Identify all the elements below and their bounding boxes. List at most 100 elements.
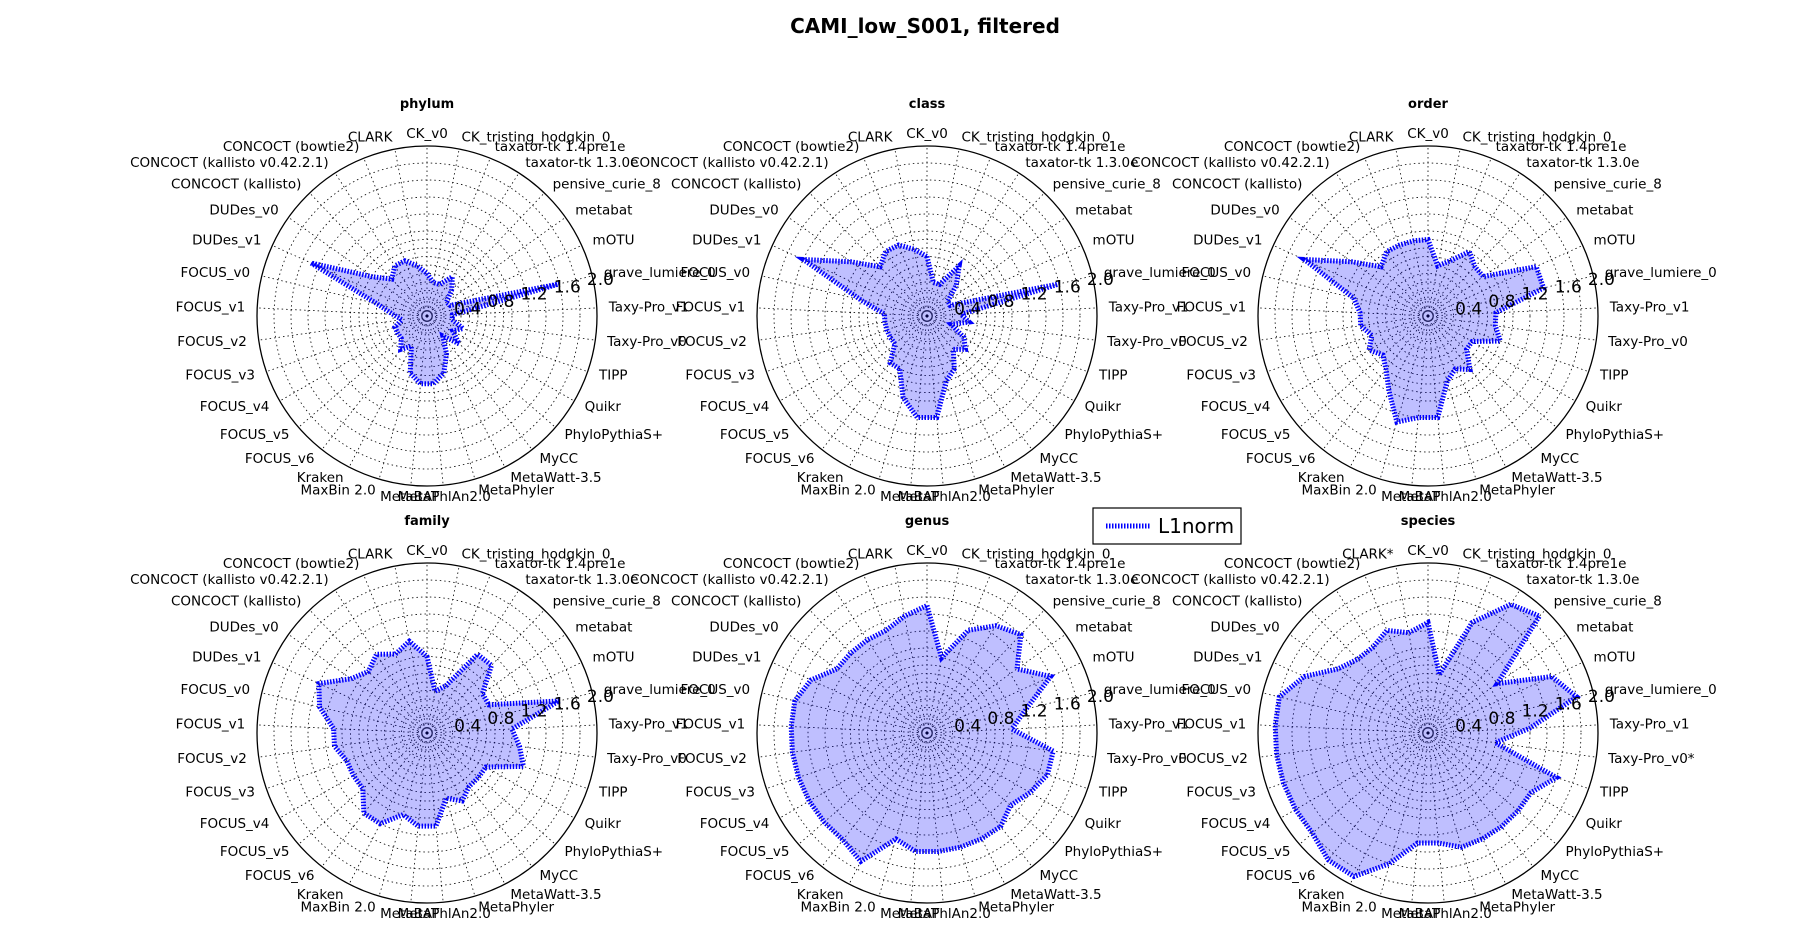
spoke — [772, 662, 928, 734]
spoke — [1322, 732, 1429, 867]
category-label: taxator-tk 1.3.0e — [1526, 572, 1639, 588]
spoke — [426, 692, 593, 734]
category-label: FOCUS_v4 — [1201, 816, 1271, 832]
spoke — [1280, 732, 1429, 819]
grid-circle — [790, 179, 1064, 453]
category-label: DUDes_v0 — [209, 619, 278, 635]
grid-circle — [824, 213, 1030, 419]
panel-title: genus — [905, 514, 950, 529]
spoke — [257, 724, 428, 734]
spoke — [1427, 192, 1546, 317]
grid-circle — [1342, 230, 1514, 402]
spoke — [378, 732, 428, 897]
radar-panel-class: 0.4 0.8 1.2 1.6 2.0 CK_v0 CK_tristing_hodgkin_… — [630, 97, 1216, 505]
category-label: Taxy-Pro_v0 — [606, 334, 687, 350]
spoke — [394, 565, 428, 734]
spoke — [257, 307, 428, 317]
series-line-L1norm — [1296, 236, 1547, 425]
category-label: CONCOCT (kallisto) — [1172, 176, 1302, 192]
spoke — [910, 315, 928, 486]
category-label: FOCUS_v0 — [681, 682, 751, 698]
grid-circle — [824, 630, 1030, 836]
category-label: Quikr — [1586, 399, 1623, 415]
radial-tick-label: 2.0 — [1087, 687, 1114, 707]
category-label: CK_v0 — [406, 126, 448, 142]
spoke — [426, 589, 520, 734]
spoke — [321, 315, 428, 450]
spoke — [426, 732, 444, 903]
radar-panel-genus: 0.4 0.8 1.2 1.6 2.0 CK_v0 CK_tristing_hodgkin_… — [630, 514, 1216, 922]
spoke — [426, 724, 597, 734]
category-label: CLARK* — [1342, 546, 1394, 562]
category-label: FOCUS_v2 — [677, 751, 747, 767]
category-label: MetaPhyler — [1479, 900, 1555, 916]
category-label: FOCUS_v6 — [245, 451, 315, 467]
category-label: MetaPhyler — [478, 483, 554, 499]
spoke — [1427, 217, 1567, 317]
category-label: Quikr — [585, 816, 622, 832]
category-label: CK_v0 — [406, 543, 448, 559]
category-label: FOCUS_v3 — [685, 368, 755, 384]
category-label: Kraken — [797, 470, 844, 486]
category-label: Taxy-Pro_v0* — [1607, 751, 1695, 767]
spoke — [809, 192, 928, 317]
category-label: pensive_curie_8 — [553, 593, 661, 609]
category-label: PhyloPythiaS+ — [1065, 427, 1164, 443]
category-label: grave_lumiere_0 — [1104, 265, 1216, 281]
grid-circle — [884, 690, 970, 776]
spoke — [1427, 662, 1583, 734]
category-label: taxator-tk 1.4pre1e — [995, 556, 1126, 572]
category-label: FOCUS_v6 — [745, 451, 815, 467]
category-label: CONCOCT (kallisto) — [171, 593, 301, 609]
category-label: Quikr — [1085, 399, 1122, 415]
category-label: CONCOCT (kallisto) — [1172, 593, 1302, 609]
spoke — [394, 148, 428, 317]
category-label: Kraken — [1298, 470, 1345, 486]
spoke — [926, 315, 976, 480]
category-label: FOCUS_v4 — [700, 399, 770, 415]
category-label: FOCUS_v4 — [200, 816, 270, 832]
category-label: FOCUS_v3 — [1186, 785, 1256, 801]
grid-circle — [909, 715, 945, 751]
spoke — [1379, 315, 1429, 480]
spoke — [926, 732, 1056, 845]
grid-circle — [1393, 281, 1463, 351]
spoke — [1310, 609, 1429, 734]
spoke — [1379, 732, 1429, 897]
category-label: FOCUS_v1 — [676, 299, 746, 315]
category-label: TIPP — [1599, 368, 1629, 384]
grid-circle — [850, 656, 1004, 810]
category-label: FOCUS_v6 — [245, 868, 315, 884]
category-label: FOCUS_v1 — [676, 716, 746, 732]
spoke — [1349, 315, 1429, 468]
category-label: Quikr — [1085, 816, 1122, 832]
category-label: FOCUS_v1 — [176, 299, 246, 315]
spoke — [1335, 589, 1429, 734]
category-label: DUDes_v1 — [192, 232, 261, 248]
spoke — [298, 732, 428, 845]
spoke — [761, 275, 928, 317]
series-area-L1norm — [311, 260, 560, 384]
category-label: FOCUS_v0 — [1182, 265, 1252, 281]
spoke — [926, 724, 1097, 734]
spoke — [757, 307, 928, 317]
category-label: CK_v0 — [1407, 126, 1449, 142]
spoke — [426, 634, 566, 734]
grid-circle — [918, 724, 936, 742]
spoke — [1310, 192, 1429, 317]
spoke — [426, 732, 506, 885]
category-label: DUDes_v0 — [209, 202, 278, 218]
category-label: taxator-tk 1.4pre1e — [495, 556, 626, 572]
category-label: CONCOCT (kallisto) — [671, 593, 801, 609]
category-label: FOCUS_v0 — [181, 265, 251, 281]
radial-tick-label: 1.6 — [1054, 277, 1081, 297]
spoke — [1427, 732, 1507, 885]
category-label: taxator-tk 1.4pre1e — [1496, 139, 1627, 155]
radial-tick-label: 1.6 — [1555, 277, 1582, 297]
category-label: pensive_curie_8 — [1554, 593, 1662, 609]
series-line-L1norm — [788, 601, 1057, 865]
spoke — [1289, 217, 1429, 317]
grid-circle — [901, 290, 953, 342]
category-label: CK_v0 — [1407, 543, 1449, 559]
spoke — [758, 315, 928, 341]
